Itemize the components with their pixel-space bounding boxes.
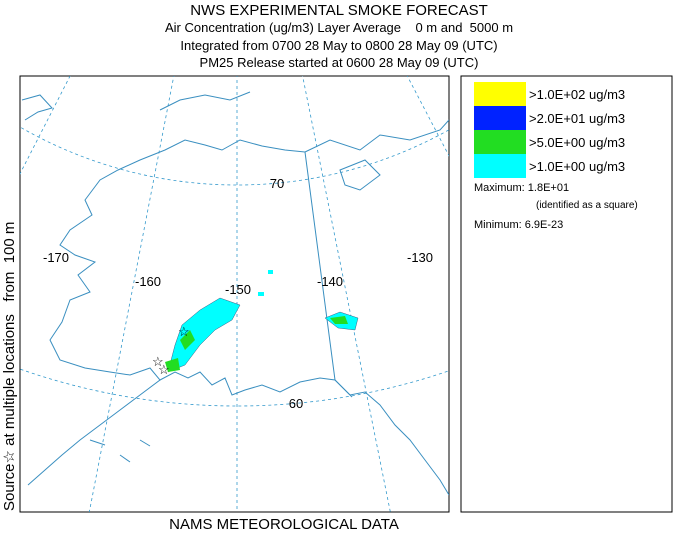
minimum: Minimum: 6.9E-23 — [474, 219, 563, 231]
subtitle: Air Concentration (ug/m3) Layer Average … — [165, 20, 513, 35]
longitude-label: -140 — [317, 274, 343, 289]
longitude-label: -160 — [135, 274, 161, 289]
maximum: Maximum: 1.8E+01 — [474, 182, 569, 194]
svg-text:☆: ☆ — [178, 324, 190, 339]
map-frame — [19, 75, 450, 513]
smoke-plume — [165, 270, 359, 373]
legend-swatch — [474, 154, 526, 178]
side-label: Source☆ at multiple locations from 100 m — [1, 222, 18, 511]
maximum-note: (identified as a square) — [536, 200, 638, 211]
svg-text:☆: ☆ — [158, 362, 170, 377]
star-markers: ☆☆☆ — [152, 324, 190, 377]
legend: >1.0E+02 ug/m3 >2.0E+01 ug/m3 >5.0E+00 ug/… — [474, 82, 625, 178]
map-labels: -170 -160 -150 -140 -130 70 60 — [43, 176, 433, 411]
title: NWS EXPERIMENTAL SMOKE FORECAST — [190, 2, 488, 19]
longitude-label: -130 — [407, 250, 433, 265]
legend-label: >1.0E+02 ug/m3 — [529, 87, 625, 102]
subtitle: PM25 Release started at 0600 28 May 09 (… — [200, 55, 479, 70]
coastline — [21, 91, 449, 496]
legend-label: >5.0E+00 ug/m3 — [529, 135, 625, 150]
footer: NAMS METEOROLOGICAL DATA — [169, 516, 399, 532]
legend-swatch — [474, 82, 526, 106]
legend-label: >2.0E+01 ug/m3 — [529, 111, 625, 126]
longitude-label: -170 — [43, 250, 69, 265]
svg-text:☆: ☆ — [152, 354, 164, 369]
legend-swatch — [474, 130, 526, 154]
legend-label: >1.0E+00 ug/m3 — [529, 159, 625, 174]
latitude-label: 70 — [270, 176, 284, 191]
latitude-label: 60 — [289, 396, 303, 411]
legend-swatch — [474, 106, 526, 130]
subtitle: Integrated from 0700 28 May to 0800 28 M… — [180, 38, 497, 53]
longitude-label: -150 — [225, 282, 251, 297]
